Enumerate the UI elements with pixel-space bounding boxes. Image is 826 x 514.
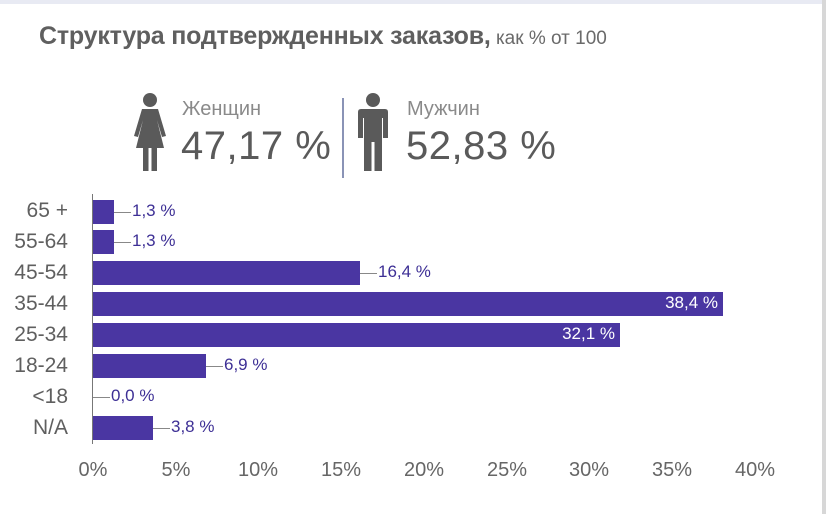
male-icon [355,92,391,177]
category-label: 35-44 [14,292,68,315]
bar-value: 16,4 % [378,262,431,281]
bar [93,261,360,285]
category-label: 45-54 [14,261,68,284]
category-label: 55-64 [14,230,68,253]
top-strip [0,0,826,4]
male-label: Мужчин [407,98,480,120]
bar-value: 1,3 % [132,201,176,220]
x-tick: 15% [320,459,362,481]
x-tick: 30% [568,459,610,481]
category-label: 18-24 [14,354,68,377]
bar-value: 3,8 % [171,417,215,436]
gender-female: Женщин 47,17 % [130,92,340,182]
bar [93,323,620,347]
chart-title-sub: как % от 100 [490,28,607,49]
x-tick: 35% [651,459,693,481]
bar [93,230,114,254]
bar [93,354,206,378]
female-icon [130,92,170,177]
x-tick: 20% [403,459,445,481]
category-label: 25-34 [14,323,68,346]
x-tick: 10% [237,459,279,481]
bar-value: 38,4 % [665,293,718,312]
x-tick: 0% [78,459,108,481]
gender-male: Мужчин 52,83 % [355,92,575,182]
right-edge [822,0,826,514]
x-tick: 40% [734,459,776,481]
category-label: <18 [32,385,68,408]
bar-value: 0,0 % [111,386,155,405]
leader-line [114,242,131,243]
bar-value: 1,3 % [132,231,176,250]
x-tick: 25% [486,459,528,481]
bar [93,292,723,316]
leader-line [360,273,377,274]
category-label: N/A [32,416,68,439]
leader-line [93,397,110,398]
bar-value: 32,1 % [562,324,615,343]
female-label: Женщин [182,98,262,120]
leader-line [114,212,131,213]
y-axis-line [92,194,93,444]
leader-line [153,428,170,429]
female-value: 47,17 % [181,124,332,168]
bar [93,416,153,440]
category-label: 65 + [26,199,68,222]
leader-line [206,366,223,367]
x-tick: 5% [161,459,191,481]
male-value: 52,83 % [406,124,557,168]
gender-divider [342,98,344,178]
chart-title: Структура подтвержденных заказов, как % … [39,22,607,51]
chart-title-main: Структура подтвержденных заказов, [39,22,491,50]
bar-value: 6,9 % [224,355,268,374]
bar [93,200,114,224]
